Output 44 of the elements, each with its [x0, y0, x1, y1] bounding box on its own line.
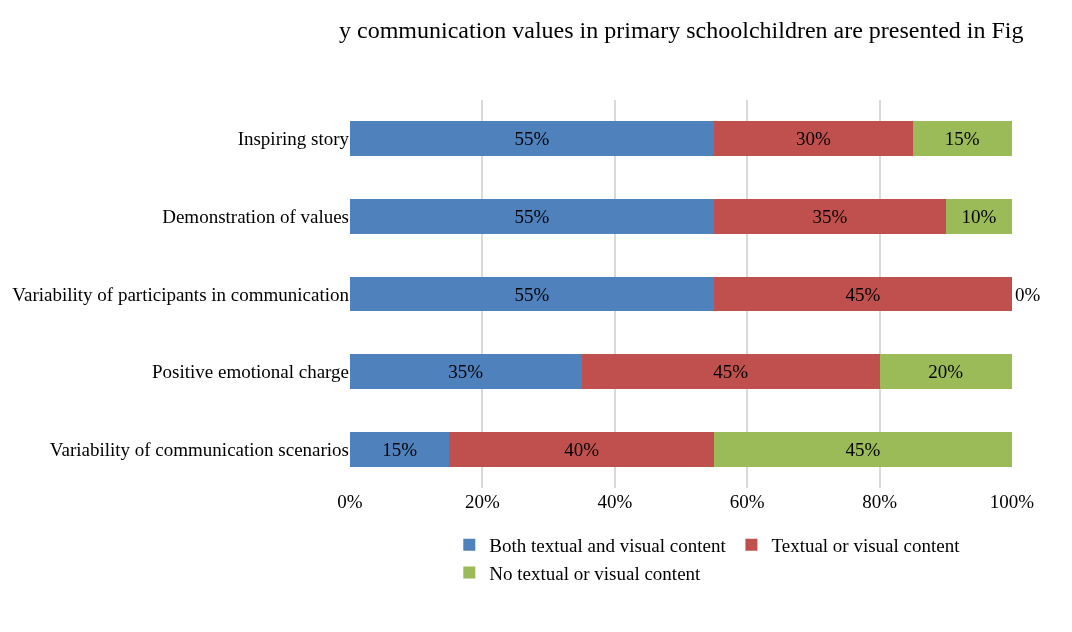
- y-tick-label: Demonstration of values: [162, 206, 349, 228]
- text: y communication values in primary schoolchildren are presented in Fig: [339, 17, 1024, 43]
- y-tick-label: Variability of participants in communication: [12, 283, 350, 305]
- bar: [879, 354, 1012, 390]
- data-label: 45%: [845, 438, 881, 460]
- data-label: 20%: [928, 361, 964, 383]
- data-label: 35%: [812, 205, 848, 227]
- bar: [714, 121, 913, 157]
- data-label: 35%: [448, 361, 484, 383]
- data-label: 55%: [514, 128, 550, 150]
- bar: [714, 431, 1012, 467]
- bar: [350, 431, 450, 467]
- bar: [912, 121, 1012, 157]
- x-tick-label: 20%: [464, 491, 500, 512]
- data-label: 45%: [845, 283, 881, 305]
- bar: [714, 198, 946, 234]
- data-label: 0%: [1015, 283, 1041, 305]
- bar: [350, 198, 715, 234]
- data-label: 40%: [564, 438, 600, 460]
- bar: [945, 198, 1012, 234]
- x-tick-label: 80%: [862, 491, 898, 512]
- bar: [581, 354, 880, 390]
- legend-label: Textual or visual content: [771, 535, 961, 557]
- data-label: 45%: [713, 361, 749, 383]
- data-label: 55%: [514, 205, 550, 227]
- data-label: 30%: [795, 128, 831, 150]
- x-tick-label: 100%: [989, 491, 1035, 512]
- y-tick-label: Inspiring story: [237, 128, 350, 150]
- bar: [449, 431, 715, 467]
- x-tick-label: 60%: [729, 491, 765, 512]
- bar: [714, 276, 1012, 312]
- bar: [350, 121, 715, 157]
- x-tick-label: 0%: [337, 491, 363, 512]
- bar: [350, 354, 582, 390]
- legend-label: Both textual and visual content: [489, 535, 727, 557]
- x-tick-label: 40%: [597, 491, 633, 512]
- y-tick-label: Positive emotional charge: [152, 361, 349, 383]
- data-label: 15%: [382, 438, 418, 460]
- y-tick-label: Variability of communication scenarios: [49, 438, 349, 460]
- legend-label: No textual or visual content: [489, 562, 702, 584]
- data-label: 15%: [944, 128, 980, 150]
- bar: [350, 276, 715, 312]
- data-label: 10%: [961, 205, 997, 227]
- data-label: 55%: [514, 283, 550, 305]
